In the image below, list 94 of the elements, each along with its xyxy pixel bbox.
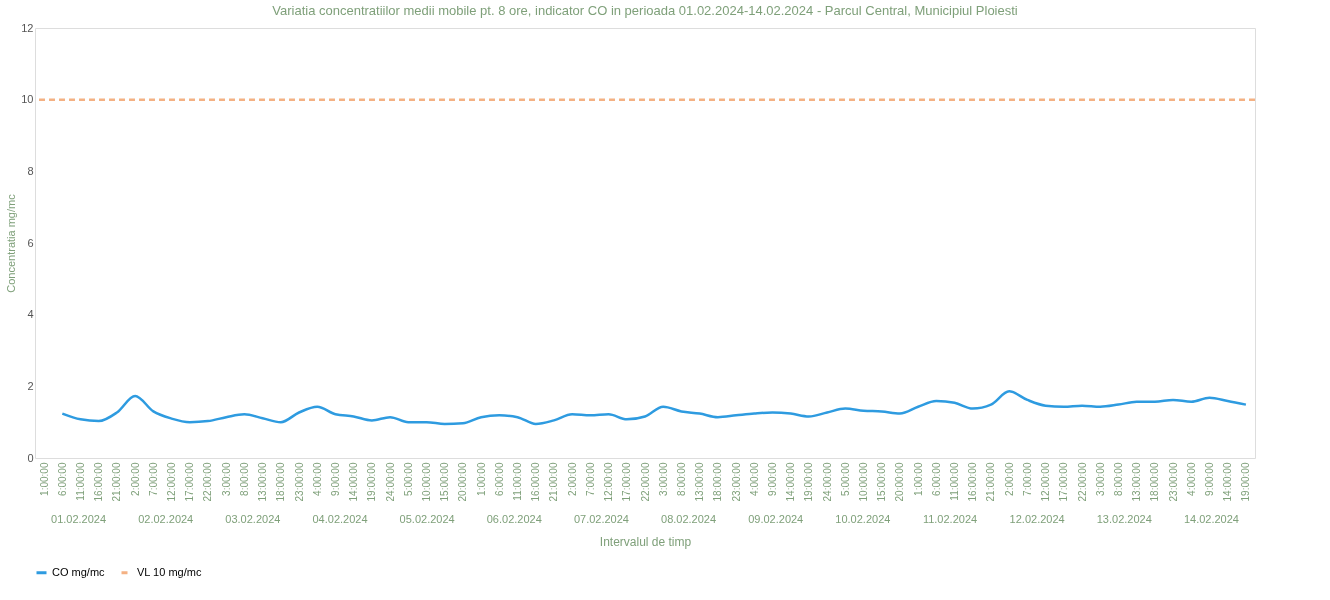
y-tick-label: 12 [21, 21, 34, 34]
x-tick-label: 8:00:00 [1112, 462, 1124, 496]
x-tick-label: 12:00:00 [166, 462, 178, 502]
text: 13.02.2024 [1096, 513, 1152, 525]
text: 03.02.2024 [225, 513, 281, 525]
x-tick-label: 2:00:00 [1003, 462, 1015, 496]
x-tick-label: 24:00:00 [384, 462, 396, 502]
x-tick-label: 14:00:00 [348, 462, 360, 502]
x-tick-label: 14:00:00 [1222, 462, 1234, 502]
x-tick-label: 21:00:00 [548, 462, 560, 502]
x-tick-label: 16:00:00 [530, 462, 542, 502]
x-tick-label: 11:00:00 [512, 462, 524, 501]
text: 12.02.2024 [1009, 513, 1065, 525]
chart-title: Variatia concentratiilor medii mobile pt. 8 ore, indicator CO in perioada 01.02.2024-14.02.2024 - Parcul Central, Municipiul Ploiesti [272, 3, 1018, 18]
x-tick-label: 15:00:00 [876, 462, 888, 502]
x-tick-label: 13:00:00 [257, 462, 269, 502]
x-tick-label: 1:00:00 [475, 462, 487, 496]
x-tick-label: 3:00:00 [657, 462, 669, 496]
text: 04.02.2024 [312, 513, 368, 525]
x-tick-label: 17:00:00 [621, 462, 633, 502]
text: 05.02.2024 [399, 513, 455, 525]
y-tick-label: 4 [27, 308, 34, 321]
x-tick-label: 1:00:00 [912, 462, 924, 496]
text: 07.02.2024 [573, 513, 629, 525]
text: 09.02.2024 [748, 513, 804, 525]
x-tick-label: 4:00:00 [1185, 462, 1197, 496]
x-tick-label: 21:00:00 [985, 462, 997, 502]
x-tick-label: 24:00:00 [821, 462, 833, 502]
x-tick-label: 13:00:00 [694, 462, 706, 502]
y-tick-label: 8 [27, 164, 34, 177]
x-tick-label: 20:00:00 [457, 462, 469, 502]
y-tick-label: 10 [21, 93, 34, 106]
x-tick-label: 22:00:00 [639, 462, 651, 502]
x-tick-label: 7:00:00 [1021, 462, 1033, 496]
legend-label: CO mg/mc [52, 565, 106, 578]
y-tick-label: 6 [27, 236, 34, 249]
text: 08.02.2024 [661, 513, 717, 525]
x-tick-label: 13:00:00 [1131, 462, 1143, 502]
x-tick-label: 21:00:00 [111, 462, 123, 502]
x-tick-label: 6:00:00 [493, 462, 505, 496]
x-tick-label: 17:00:00 [184, 462, 196, 502]
x-tick-label: 6:00:00 [930, 462, 942, 496]
x-tick-label: 16:00:00 [967, 462, 979, 502]
y-tick-label: 0 [27, 451, 34, 464]
x-tick-label: 19:00:00 [366, 462, 378, 502]
x-tick-label: 18:00:00 [712, 462, 724, 502]
x-tick-label: 4:00:00 [748, 462, 760, 496]
x-tick-label: 17:00:00 [1058, 462, 1070, 502]
x-tick-label: 18:00:00 [275, 462, 287, 502]
y-tick-label: 2 [27, 379, 34, 392]
x-tick-label: 22:00:00 [202, 462, 214, 502]
x-tick-label: 23:00:00 [1167, 462, 1179, 502]
x-tick-label: 12:00:00 [603, 462, 615, 502]
x-tick-label: 1:00:00 [38, 462, 50, 496]
legend-label: VL 10 mg/mc [137, 565, 202, 578]
x-tick-label: 2:00:00 [129, 462, 141, 496]
x-tick-label: 12:00:00 [1040, 462, 1052, 502]
x-tick-label: 7:00:00 [584, 462, 596, 496]
x-tick-label: 20:00:00 [894, 462, 906, 502]
x-tick-label: 23:00:00 [730, 462, 742, 502]
x-tick-label: 8:00:00 [675, 462, 687, 496]
x-tick-label: 19:00:00 [1240, 462, 1252, 502]
line-series [61, 390, 1248, 426]
x-tick-label: 15:00:00 [439, 462, 451, 502]
x-tick-label: 10:00:00 [858, 462, 870, 502]
x-tick-label: 3:00:00 [1094, 462, 1106, 496]
x-tick-label: 22:00:00 [1076, 462, 1088, 502]
text: 11.02.2024 [922, 513, 978, 525]
x-tick-label: 4:00:00 [311, 462, 323, 496]
x-tick-label: 23:00:00 [293, 462, 305, 502]
x-tick-label: 7:00:00 [147, 462, 159, 496]
x-tick-label: 19:00:00 [803, 462, 815, 502]
x-tick-label: 9:00:00 [766, 462, 778, 496]
text: 01.02.2024 [51, 513, 107, 525]
x-tick-label: 5:00:00 [839, 462, 851, 496]
x-tick-label: 14:00:00 [785, 462, 797, 502]
x-tick-label: 3:00:00 [220, 462, 232, 496]
x-tick-label: 5:00:00 [402, 462, 414, 496]
text: 10.02.2024 [835, 513, 891, 525]
x-tick-label: 18:00:00 [1149, 462, 1161, 502]
x-tick-label: 16:00:00 [93, 462, 105, 502]
x-tick-label: 10:00:00 [420, 462, 432, 502]
x-tick-label: 9:00:00 [1203, 462, 1215, 496]
text: 06.02.2024 [486, 513, 542, 525]
x-tick-label: 9:00:00 [329, 462, 341, 496]
text: 14.02.2024 [1183, 513, 1239, 525]
x-tick-label: 11:00:00 [75, 462, 87, 501]
x-tick-label: 2:00:00 [566, 462, 578, 496]
x-tick-label: 8:00:00 [238, 462, 250, 496]
x-tick-label: 6:00:00 [56, 462, 68, 496]
y-axis-title: Concentratia mg/mc [5, 193, 18, 293]
x-axis-title: Intervalul de timp [599, 535, 692, 550]
text: 02.02.2024 [138, 513, 194, 525]
x-tick-label: 11:00:00 [949, 462, 961, 501]
